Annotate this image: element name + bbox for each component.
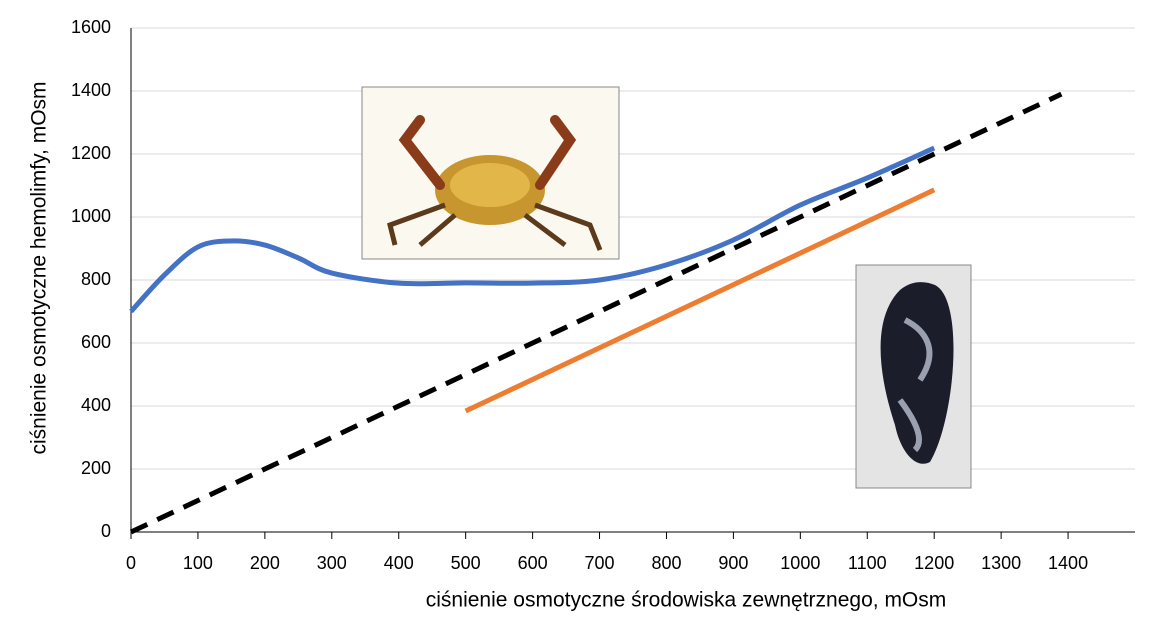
y-tick-label: 200 (81, 458, 111, 478)
y-tick-label: 800 (81, 269, 111, 289)
x-tick-label: 1300 (981, 553, 1021, 573)
x-tick-label: 0 (126, 553, 136, 573)
y-tick-label: 1600 (71, 17, 111, 37)
x-tick-label: 500 (451, 553, 481, 573)
x-tick-label: 400 (384, 553, 414, 573)
y-tick-label: 1400 (71, 80, 111, 100)
x-tick-label: 900 (718, 553, 748, 573)
y-tick-label: 1200 (71, 143, 111, 163)
x-tick-label: 1100 (848, 553, 887, 573)
y-tick-label: 400 (81, 395, 111, 415)
series-line (464, 187, 936, 414)
x-axis-title: ciśnienie osmotyczne środowiska zewnętrz… (426, 589, 947, 612)
crab-photo (361, 86, 620, 260)
y-tick-label: 600 (81, 332, 111, 352)
x-tick-label: 1400 (1048, 553, 1088, 573)
x-tick-label: 700 (585, 553, 615, 573)
x-tick-label: 600 (518, 553, 548, 573)
y-tick-label: 1000 (71, 206, 111, 226)
x-tick-label: 800 (651, 553, 681, 573)
x-tick-label: 100 (183, 553, 213, 573)
y-axis-title: ciśnienie osmotyczne hemolimfy, mOsm (28, 81, 51, 454)
series-line (129, 91, 1063, 535)
x-tick-label: 300 (317, 553, 347, 573)
x-tick-label: 1000 (780, 553, 820, 573)
mussel-photo (855, 264, 972, 489)
x-tick-label: 200 (250, 553, 280, 573)
x-tick-label: 1200 (914, 553, 954, 573)
series-line (129, 145, 936, 314)
y-tick-label: 0 (101, 521, 111, 541)
